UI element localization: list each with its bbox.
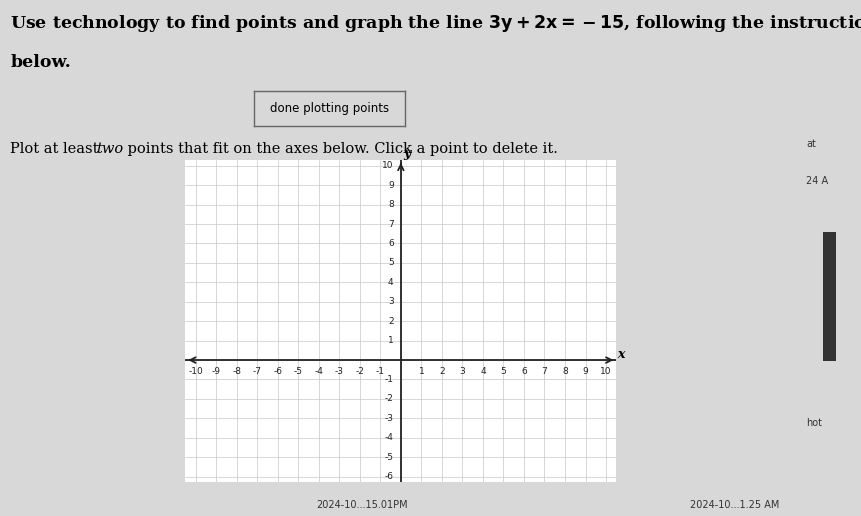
Text: below.: below. [10, 54, 71, 71]
Text: -6: -6 [384, 472, 393, 481]
Text: -5: -5 [294, 367, 302, 376]
Text: done plotting points: done plotting points [269, 102, 389, 116]
Text: -1: -1 [375, 367, 384, 376]
Text: -3: -3 [384, 414, 393, 423]
Text: Use technology to find points and graph the line $\mathbf{3y + 2x = -15}$, follo: Use technology to find points and graph … [10, 13, 861, 34]
Text: -1: -1 [384, 375, 393, 384]
Text: 3: 3 [459, 367, 465, 376]
Text: 10: 10 [599, 367, 611, 376]
Text: 8: 8 [561, 367, 567, 376]
Text: -8: -8 [232, 367, 241, 376]
Text: 3: 3 [387, 297, 393, 307]
Text: -3: -3 [334, 367, 344, 376]
Text: 6: 6 [521, 367, 526, 376]
Text: 2: 2 [387, 317, 393, 326]
Text: hot: hot [805, 418, 821, 428]
Text: 2024-10...1.25 AM: 2024-10...1.25 AM [689, 500, 778, 510]
Text: -4: -4 [384, 433, 393, 442]
Text: -10: -10 [188, 367, 202, 376]
Text: 5: 5 [387, 259, 393, 267]
Text: 1: 1 [387, 336, 393, 345]
Text: 1: 1 [418, 367, 424, 376]
Text: x: x [616, 348, 623, 361]
Text: 2: 2 [438, 367, 444, 376]
Text: -2: -2 [355, 367, 364, 376]
Text: Plot at least: Plot at least [10, 142, 103, 156]
Text: -7: -7 [252, 367, 262, 376]
Text: 7: 7 [387, 220, 393, 229]
Text: 10: 10 [381, 162, 393, 170]
Text: 4: 4 [480, 367, 486, 376]
Text: 5: 5 [500, 367, 505, 376]
Text: -4: -4 [314, 367, 323, 376]
Text: 4: 4 [387, 278, 393, 287]
Text: points that fit on the axes below. Click a point to delete it.: points that fit on the axes below. Click… [123, 142, 557, 156]
Text: -9: -9 [211, 367, 220, 376]
Text: at: at [805, 139, 815, 150]
Text: 24 A: 24 A [805, 175, 827, 186]
Text: y: y [403, 148, 410, 160]
Text: 9: 9 [387, 181, 393, 190]
Text: 7: 7 [541, 367, 547, 376]
Text: two: two [96, 142, 123, 156]
Text: -6: -6 [273, 367, 282, 376]
Text: -5: -5 [384, 453, 393, 462]
Text: -2: -2 [384, 394, 393, 404]
Text: 6: 6 [387, 239, 393, 248]
Text: 8: 8 [387, 200, 393, 209]
Text: 2024-10...15.01PM: 2024-10...15.01PM [316, 500, 407, 510]
Text: 9: 9 [582, 367, 588, 376]
